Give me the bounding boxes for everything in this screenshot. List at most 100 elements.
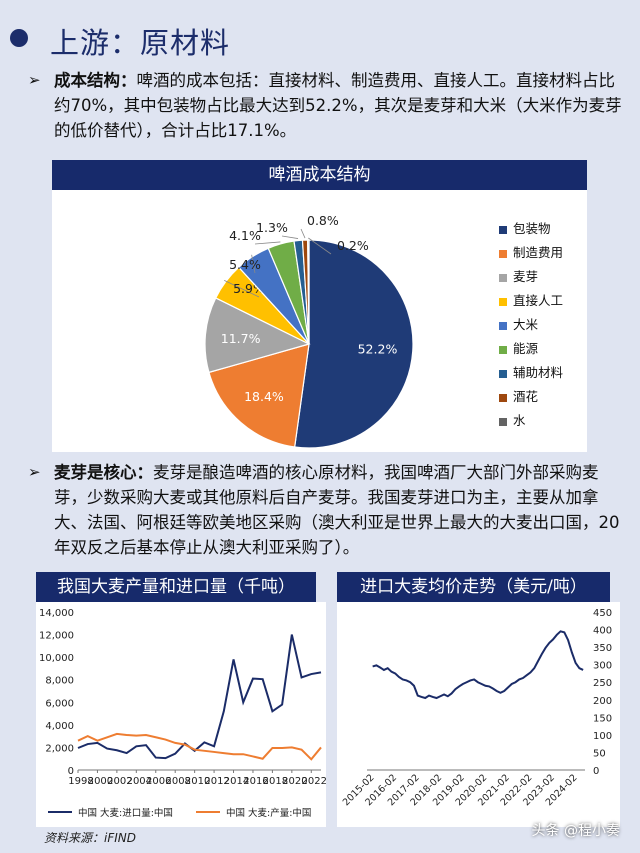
y-tick-label: 6,000 — [45, 698, 74, 709]
pie-leader-line — [251, 254, 256, 274]
pie-chart-title: 啤酒成本结构 — [52, 160, 587, 190]
y-tick-label: 450 — [593, 608, 612, 619]
page-title: 上游：原材料 — [50, 26, 231, 60]
paragraph-body: 啤酒的成本包括：直接材料、制造费用、直接人工。直接材料占比约70%，其中包装物占… — [54, 71, 622, 140]
x-tick-label: 2002 — [107, 776, 132, 787]
legend-label: 包装物 — [513, 221, 551, 236]
y-tick-label: 250 — [593, 678, 612, 689]
legend-label: 直接人工 — [513, 293, 564, 308]
legend-label: 水 — [513, 413, 526, 428]
y-tick-label: 200 — [593, 696, 612, 707]
y-tick-label: 10,000 — [39, 653, 74, 664]
y-tick-label: 4,000 — [45, 721, 74, 732]
pie-legend: 包装物制造费用麦芽直接人工大米能源辅助材料酒花水 — [499, 222, 563, 438]
paragraph-text: 成本结构：啤酒的成本包括：直接材料、制造费用、直接人工。直接材料占比约70%，其… — [54, 68, 628, 143]
source-note: 资料来源：iFIND — [44, 831, 136, 845]
x-tick-label: 2022 — [302, 776, 326, 787]
y-tick-label: 100 — [593, 731, 612, 742]
legend-label: 制造费用 — [513, 245, 564, 260]
y-tick-label: 150 — [593, 713, 612, 724]
barley-volume-chart: 0 2,000 4,000 6,000 8,000 10,000 12,000 14,000 1… — [39, 608, 327, 819]
malt-paragraph: ➢ 麦芽是核心：麦芽是酿造啤酒的核心原材料，我国啤酒厂大部门外部采购麦芽，少数采… — [28, 460, 628, 560]
pie-leader-line — [300, 228, 306, 239]
legend-swatch — [499, 225, 507, 234]
x-tick-label: 2018 — [263, 776, 288, 787]
y-tick-label: 50 — [593, 748, 606, 759]
pie-legend-item: 大米 — [499, 318, 563, 342]
legend-swatch — [499, 297, 507, 306]
pie-value-label: 0.8% — [307, 213, 339, 228]
y-tick-label: 2,000 — [45, 743, 74, 754]
legend-label: 中国 大麦:产量:中国 — [226, 807, 311, 819]
pie-legend-item: 包装物 — [499, 222, 563, 246]
pie-value-label: 11.7% — [221, 331, 261, 346]
barley-volume-chart-title: 我国大麦产量和进口量（千吨） — [36, 572, 316, 602]
pie-leader-line — [224, 279, 260, 298]
y-tick-label: 8,000 — [45, 676, 74, 687]
x-tick-label: 2012 — [204, 776, 229, 787]
legend-label: 酒花 — [513, 389, 539, 404]
legend-swatch — [499, 345, 507, 354]
pie-leader-line — [308, 237, 332, 255]
pie-value-label: 1.3% — [256, 220, 288, 235]
barley-price-chart-panel: 0 50 100 150 200 250 300 350 400 450 2015-02 2016-0… — [337, 602, 620, 827]
pie-leader-line — [281, 235, 299, 239]
pie-legend-item: 酒花 — [499, 390, 563, 414]
legend-swatch — [499, 321, 507, 330]
x-tick-label: 2020 — [282, 776, 307, 787]
barley-price-chart-title: 进口大麦均价走势（美元/吨） — [337, 572, 610, 602]
pie-slice — [204, 297, 311, 374]
legend-label: 辅助材料 — [513, 365, 564, 380]
x-tick-label: 2000 — [88, 776, 113, 787]
legend-label: 中国 大麦:进口量:中国 — [78, 807, 173, 819]
y-tick-label: 350 — [593, 643, 612, 654]
y-tick-label: 400 — [593, 626, 612, 637]
legend-swatch — [499, 393, 507, 402]
legend-label: 大米 — [513, 317, 539, 332]
pie-value-label: 4.1% — [229, 228, 261, 243]
y-tick-label: 0 — [593, 766, 599, 777]
legend-label: 能源 — [513, 341, 539, 356]
paragraph-body: 麦芽是酿造啤酒的核心原材料，我国啤酒厂大部门外部采购麦芽，少数采购大麦或其他原料… — [54, 463, 620, 557]
x-tick-label: 2016 — [243, 776, 268, 787]
pie-legend-item: 辅助材料 — [499, 366, 563, 390]
pie-legend-item: 能源 — [499, 342, 563, 366]
pie-value-label: 0.2% — [337, 238, 369, 253]
legend-swatch — [499, 417, 507, 426]
paragraph-text: 麦芽是核心：麦芽是酿造啤酒的核心原材料，我国啤酒厂大部门外部采购麦芽，少数采购大… — [54, 460, 628, 560]
paragraph-lead: 成本结构： — [54, 71, 137, 90]
legend-label: 麦芽 — [513, 269, 539, 284]
pie-slice — [208, 343, 310, 448]
barley-price-chart: 0501001502002503003504004502015-022016-0… — [341, 608, 612, 808]
legend-swatch — [499, 369, 507, 378]
pie-slice — [293, 239, 414, 449]
pie-value-label: 5.4% — [229, 257, 261, 272]
arrow-bullet-icon: ➢ — [28, 463, 41, 481]
series-line — [372, 630, 584, 700]
pie-value-label: 52.2% — [358, 342, 398, 357]
pie-value-label: 18.4% — [244, 389, 284, 404]
watermark: 头条 @程小奏 — [531, 823, 620, 839]
paragraph-lead: 麦芽是核心： — [54, 463, 153, 482]
title-bullet-icon — [10, 29, 28, 47]
pie-chart-panel: 52.2% 18.4% 11.7% 5.9% 5.4% 4.1% 1.3% 0.8% 0.2% … — [52, 190, 587, 452]
x-tick-label: 2014 — [224, 776, 249, 787]
x-tick-label: 2010 — [185, 776, 210, 787]
pie-legend-item: 制造费用 — [499, 246, 563, 270]
barley-volume-chart-panel: 0 2,000 4,000 6,000 8,000 10,000 12,000 14,000 1… — [36, 602, 327, 827]
x-tick-label: 2006 — [146, 776, 171, 787]
pie-chart: 52.2%18.4%11.7%5.9%5.4%4.1%1.3% 0.8%0.2% — [204, 213, 414, 449]
arrow-bullet-icon: ➢ — [28, 71, 41, 89]
legend-swatch — [499, 273, 507, 282]
y-tick-label: 300 — [593, 661, 612, 672]
x-tick-label: 2004 — [127, 776, 152, 787]
series-line — [77, 732, 322, 761]
x-tick-label: 2008 — [165, 776, 190, 787]
pie-legend-item: 麦芽 — [499, 270, 563, 294]
y-tick-label: 14,000 — [39, 608, 74, 619]
x-tick-label: 1998 — [68, 776, 93, 787]
legend-swatch — [499, 249, 507, 258]
pie-leader-line — [254, 241, 281, 245]
y-tick-label: 0 — [68, 766, 74, 777]
y-tick-label: 12,000 — [39, 631, 74, 642]
